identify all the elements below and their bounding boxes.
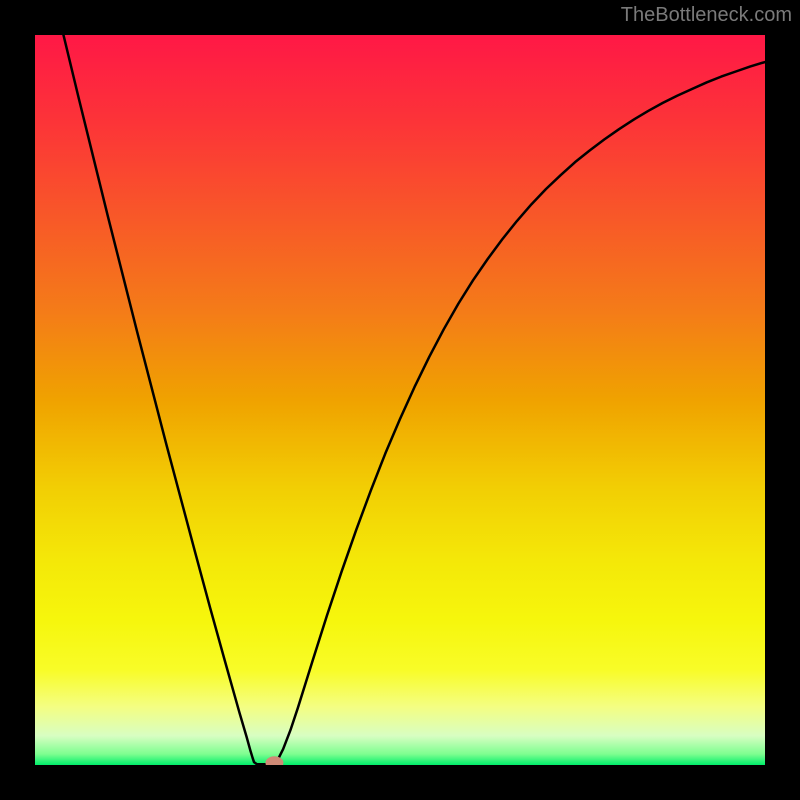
- watermark-text: TheBottleneck.com: [621, 4, 792, 27]
- bottleneck-chart: [35, 35, 765, 765]
- chart-background: [35, 35, 765, 765]
